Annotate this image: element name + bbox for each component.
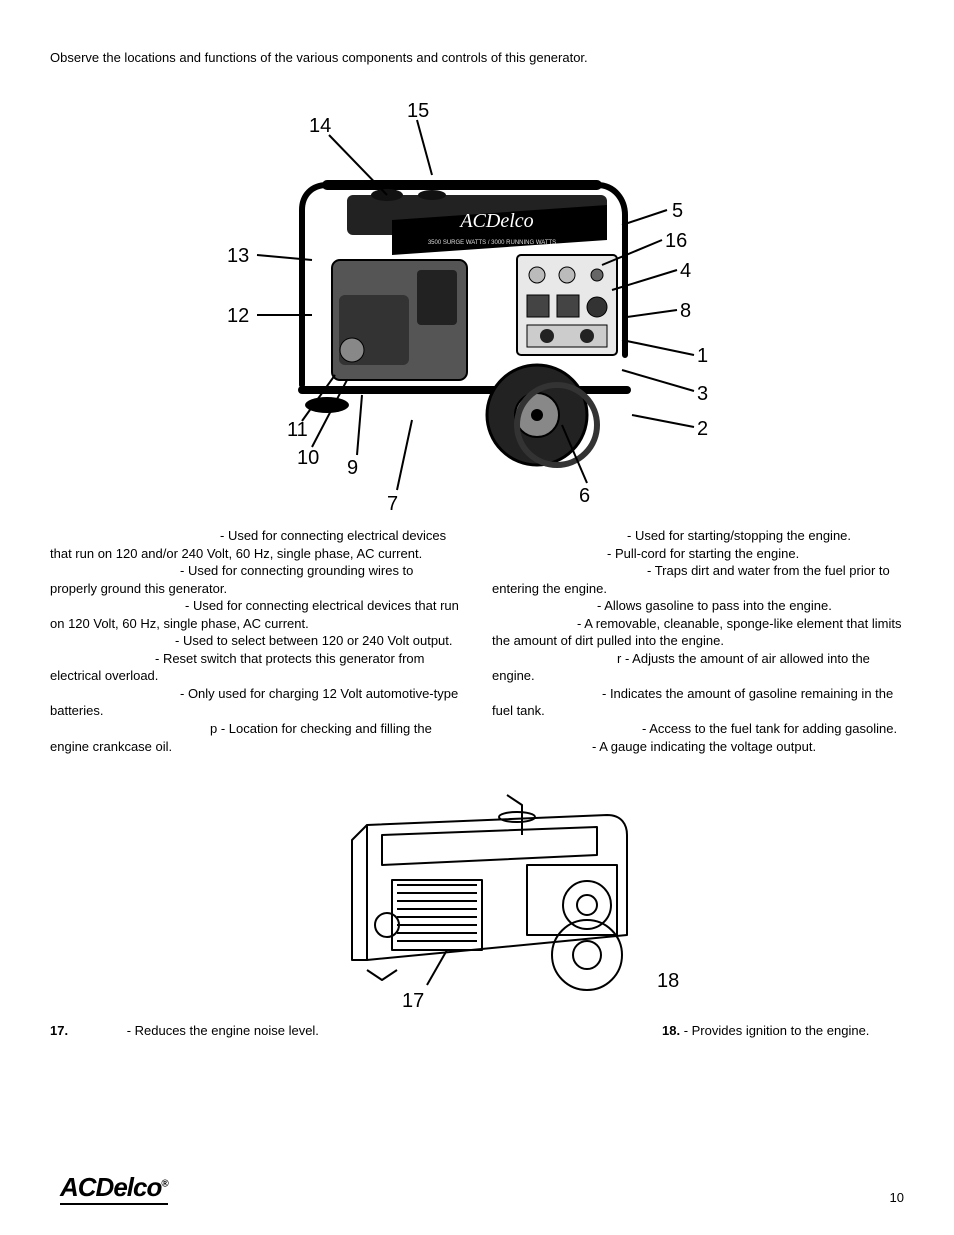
component-desc: p - Location for checking and filling th… [50,721,432,754]
component-desc: - Used to select between 120 or 240 Volt… [175,633,453,648]
component-desc: - A removable, cleanable, sponge-like el… [492,616,901,649]
component-item: - Used for starting/stopping the engine. [492,527,904,545]
figure-1: ACDelco 3500 SURGE WATTS / 3000 RUNNING … [217,95,737,515]
component-desc: - Used for connecting electrical devices… [50,528,446,561]
component-desc: - Only used for charging 12 Volt automot… [50,686,458,719]
component-desc: - Used for connecting grounding wires to… [50,563,413,596]
bottom-descriptions: 17. - Reduces the engine noise level. 18… [50,1023,904,1038]
component-desc: - Reset switch that protects this genera… [50,651,425,684]
figure-2: 1718 [227,785,727,1015]
component-item: - A gauge indicating the voltage output. [492,738,904,756]
component-item: - Allows gasoline to pass into the engin… [492,597,904,615]
component-desc: - Access to the fuel tank for adding gas… [642,721,897,736]
item-18-desc: - Provides ignition to the engine. [684,1023,870,1038]
callout-5: 5 [672,200,683,223]
component-descriptions: - Used for connecting electrical devices… [50,527,904,755]
component-item: - Used to select between 120 or 240 Volt… [50,632,462,650]
item-17-desc: - Reduces the engine noise level. [127,1023,319,1038]
component-desc: r - Adjusts the amount of air allowed in… [492,651,870,684]
watts-label: 3500 SURGE WATTS / 3000 RUNNING WATTS [428,240,556,246]
component-desc: - Pull-cord for starting the engine. [607,546,799,561]
callout-16: 16 [665,230,687,253]
callout-7: 7 [387,493,398,516]
component-item: - A removable, cleanable, sponge-like el… [492,615,904,650]
component-item: r - Adjusts the amount of air allowed in… [492,650,904,685]
component-item: - Only used for charging 12 Volt automot… [50,685,462,720]
callout-6: 6 [579,485,590,508]
component-desc: - Traps dirt and water from the fuel pri… [492,563,890,596]
intro-text: Observe the locations and functions of t… [50,50,904,65]
component-item: - Indicates the amount of gasoline remai… [492,685,904,720]
figure-1-container: ACDelco 3500 SURGE WATTS / 3000 RUNNING … [50,95,904,515]
figure-2-container: 1718 [50,785,904,1015]
component-desc: - Used for connecting electrical devices… [50,598,459,631]
page: Observe the locations and functions of t… [0,0,954,1235]
component-item: - Traps dirt and water from the fuel pri… [492,562,904,597]
component-item: - Used for connecting electrical devices… [50,597,462,632]
component-desc: - Used for starting/stopping the engine. [627,528,851,543]
brand-label: ACDelco [458,210,533,232]
callout-4: 4 [680,260,691,283]
callout-11: 11 [287,419,308,442]
callout-13: 13 [227,245,249,268]
component-item: - Pull-cord for starting the engine. [492,545,904,563]
left-column: - Used for connecting electrical devices… [50,527,462,755]
callout-3: 3 [697,383,708,406]
component-item: - Used for connecting electrical devices… [50,527,462,562]
callout-1: 1 [697,345,708,368]
component-item: - Access to the fuel tank for adding gas… [492,720,904,738]
callout-10: 10 [297,447,319,470]
component-item: p - Location for checking and filling th… [50,720,462,755]
acdelco-logo: ACDelco® [60,1172,168,1205]
callout-9: 9 [347,457,358,480]
callout-15: 15 [407,100,429,123]
callout-18: 18 [657,970,679,993]
component-desc: - Allows gasoline to pass into the engin… [597,598,832,613]
item-18-label: 18. [662,1023,684,1038]
page-number: 10 [890,1190,904,1205]
page-footer: ACDelco® 10 [60,1172,904,1205]
callout-17: 17 [402,990,424,1013]
callout-14: 14 [309,115,331,138]
right-column: - Used for starting/stopping the engine.… [492,527,904,755]
callout-2: 2 [697,418,708,441]
component-item: - Used for connecting grounding wires to… [50,562,462,597]
generator-outline-diagram [227,785,727,1015]
component-desc: - A gauge indicating the voltage output. [592,739,816,754]
item-17-label: 17. [50,1023,72,1038]
component-desc: - Indicates the amount of gasoline remai… [492,686,893,719]
callout-8: 8 [680,300,691,323]
bottom-right: 18. - Provides ignition to the engine. [492,1023,904,1038]
component-item: - Reset switch that protects this genera… [50,650,462,685]
generator-diagram: ACDelco 3500 SURGE WATTS / 3000 RUNNING … [217,95,737,515]
bottom-left: 17. - Reduces the engine noise level. [50,1023,462,1038]
callout-12: 12 [227,305,249,328]
